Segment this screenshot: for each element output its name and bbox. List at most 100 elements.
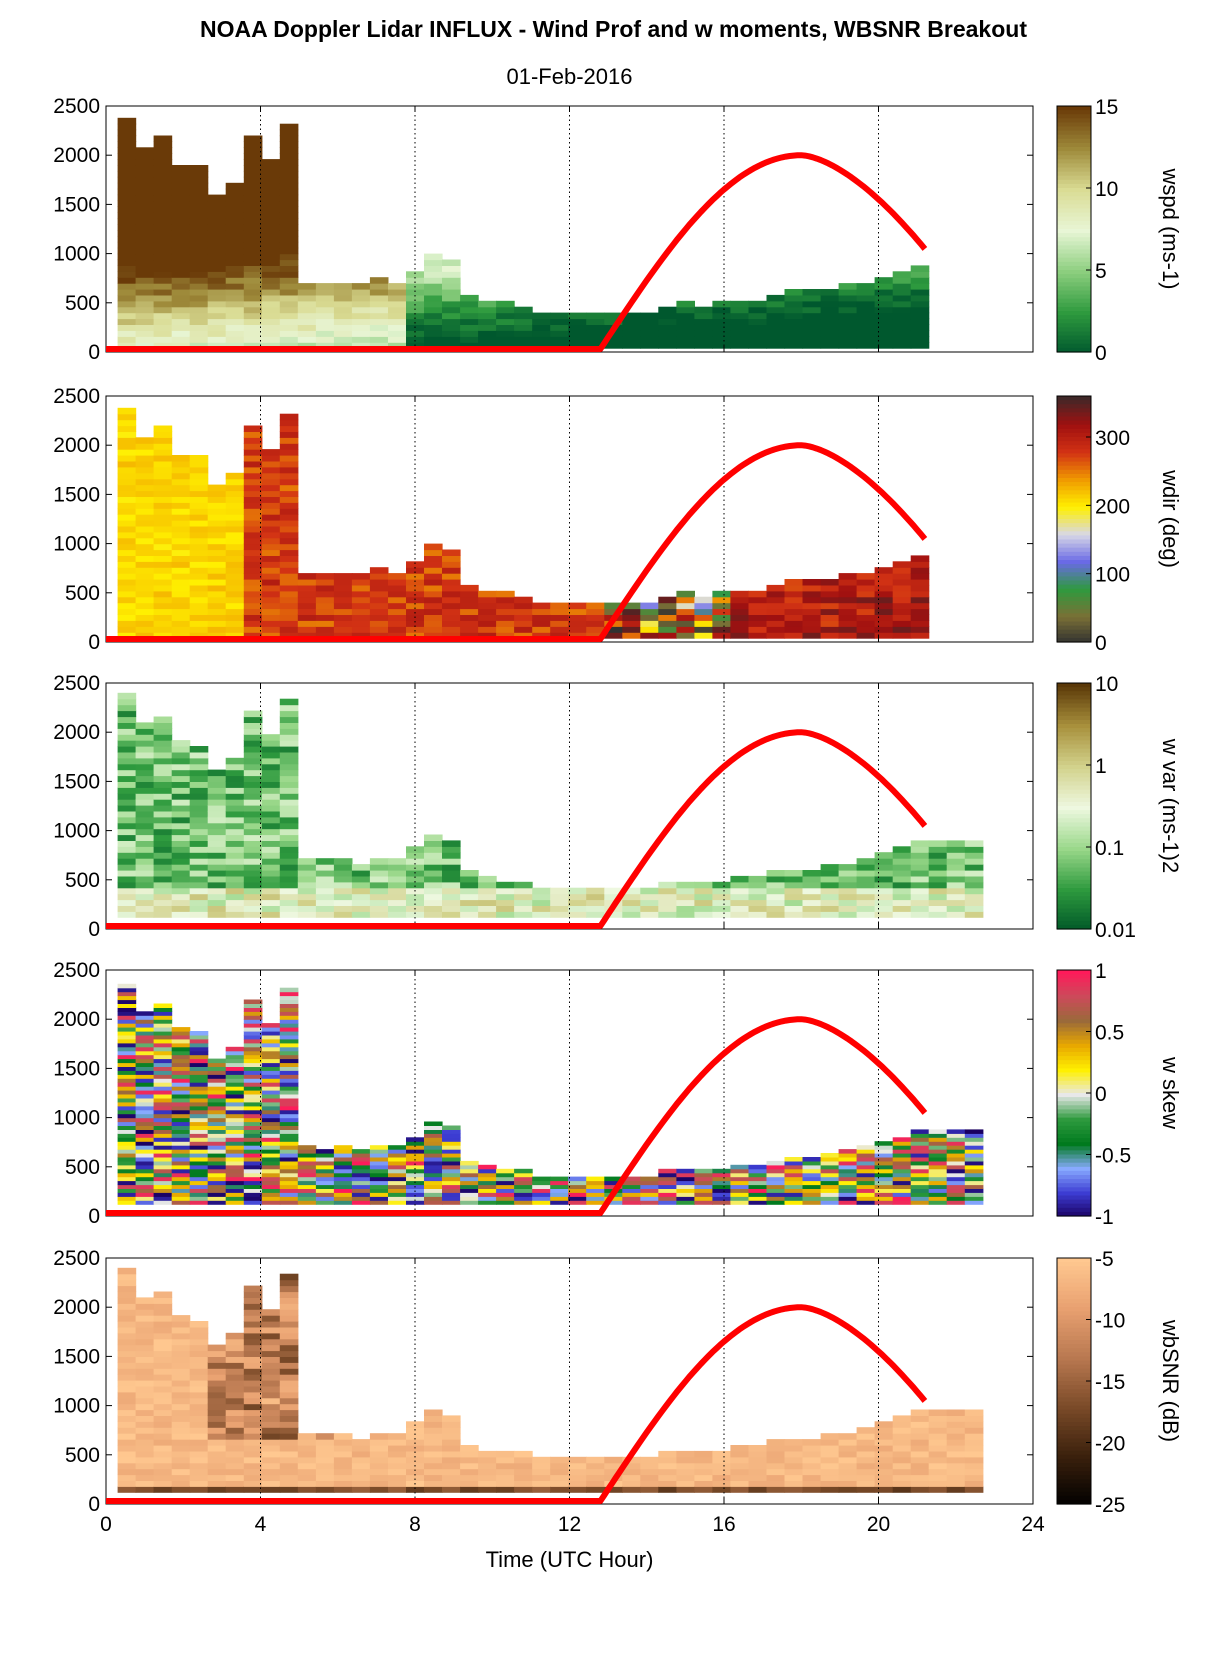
colorbar-swatch: [1057, 826, 1091, 832]
heatmap-cell: [910, 1445, 930, 1452]
heatmap-cell: [946, 840, 966, 847]
heatmap-cell: [243, 212, 263, 219]
heatmap-cell: [153, 1356, 173, 1363]
heatmap-cell: [802, 1188, 822, 1193]
heatmap-cell: [604, 893, 623, 901]
heatmap-cell: [568, 342, 587, 349]
heatmap-cell: [225, 781, 245, 788]
heatmap-cell: [207, 1462, 227, 1470]
heatmap-cell: [406, 567, 425, 574]
colorbar-swatch: [1057, 531, 1091, 536]
heatmap-cell: [604, 620, 623, 627]
heatmap-cell: [802, 1439, 822, 1446]
heatmap-cell: [189, 1184, 209, 1189]
heatmap-cell: [153, 875, 173, 883]
heatmap-cell: [442, 1480, 461, 1487]
heatmap-cell: [279, 1129, 299, 1134]
heatmap-cell: [153, 728, 173, 735]
heatmap-cell: [460, 875, 479, 883]
colorbar-swatch: [1057, 1487, 1091, 1493]
heatmap-cell: [478, 1468, 497, 1476]
heatmap-cell: [261, 449, 281, 456]
heatmap-cell: [135, 1094, 155, 1099]
heatmap-cell: [117, 870, 137, 877]
heatmap-cell: [351, 870, 371, 877]
heatmap-cell: [658, 336, 677, 343]
heatmap-cell: [171, 1054, 191, 1060]
heatmap-cell: [640, 602, 659, 610]
heatmap-cell: [460, 1445, 479, 1452]
heatmap-cell: [243, 1062, 263, 1067]
heatmap-cell: [135, 1350, 155, 1357]
heatmap-cell: [351, 1184, 371, 1189]
heatmap-cell: [892, 1145, 912, 1150]
heatmap-cell: [478, 602, 497, 610]
heatmap-cell: [388, 1157, 407, 1162]
heatmap-cell: [243, 1015, 263, 1020]
heatmap-cell: [676, 602, 695, 610]
heatmap-cell: [658, 312, 677, 320]
heatmap-cell: [279, 608, 299, 615]
heatmap-cell: [207, 1362, 227, 1369]
heatmap-cell: [279, 182, 299, 190]
heatmap-cell: [406, 905, 425, 912]
heatmap-cell: [171, 1050, 191, 1056]
colorbar-swatch: [1057, 1023, 1091, 1028]
heatmap-cell: [496, 602, 515, 610]
heatmap-cell: [297, 602, 317, 610]
heatmap-cell: [802, 1180, 822, 1186]
heatmap-cell: [333, 342, 353, 349]
heatmap-cell: [297, 1192, 317, 1197]
heatmap-cell: [135, 1086, 155, 1091]
heatmap-cell: [225, 525, 245, 533]
heatmap-cell: [189, 330, 209, 337]
colorbar-swatch: [1057, 1290, 1091, 1296]
heatmap-cell: [406, 271, 425, 278]
heatmap-cell: [117, 1380, 137, 1387]
heatmap-cell: [153, 1321, 173, 1328]
heatmap-cell: [676, 893, 695, 901]
heatmap-cell: [243, 294, 263, 302]
heatmap-cell: [279, 893, 299, 901]
heatmap-cell: [910, 1137, 930, 1142]
heatmap-cell: [135, 472, 155, 480]
heatmap-cell: [117, 740, 137, 747]
heatmap-cell: [460, 1480, 479, 1487]
heatmap-cell: [351, 1153, 371, 1158]
heatmap-cell: [766, 1188, 786, 1193]
heatmap-cell: [117, 799, 137, 806]
heatmap-cell: [333, 1160, 353, 1166]
heatmap-cell: [964, 864, 984, 871]
heatmap-cell: [207, 1374, 227, 1381]
heatmap-cell: [658, 1462, 677, 1470]
heatmap-cell: [388, 911, 407, 918]
heatmap-cell: [784, 1456, 804, 1464]
heatmap-cell: [279, 1007, 299, 1012]
heatmap-cell: [243, 425, 263, 432]
colorbar-label: wspd (ms-1): [1158, 167, 1183, 289]
heatmap-cell: [117, 555, 137, 562]
colorbar-swatch: [1057, 175, 1091, 181]
heatmap-cell: [351, 875, 371, 883]
heatmap-cell: [946, 1141, 966, 1146]
heatmap-cell: [586, 620, 605, 627]
heatmap-cell: [874, 1164, 894, 1170]
heatmap-cell: [550, 1176, 569, 1182]
heatmap-cell: [117, 567, 137, 574]
heatmap-cell: [207, 1385, 227, 1393]
heatmap-cell: [874, 893, 894, 901]
heatmap-cell: [171, 1094, 191, 1099]
heatmap-cell: [622, 1462, 641, 1470]
heatmap-cell: [333, 1192, 353, 1197]
heatmap-cell: [604, 887, 623, 895]
heatmap-cell: [135, 1297, 155, 1304]
heatmap-cell: [225, 852, 245, 859]
heatmap-cell: [712, 300, 731, 308]
heatmap-cell: [478, 1480, 497, 1487]
heatmap-cell: [279, 875, 299, 883]
heatmap-cell: [676, 614, 695, 621]
colorbar-swatch: [1057, 155, 1091, 160]
heatmap-cell: [225, 834, 245, 841]
heatmap-cell: [838, 1480, 858, 1487]
